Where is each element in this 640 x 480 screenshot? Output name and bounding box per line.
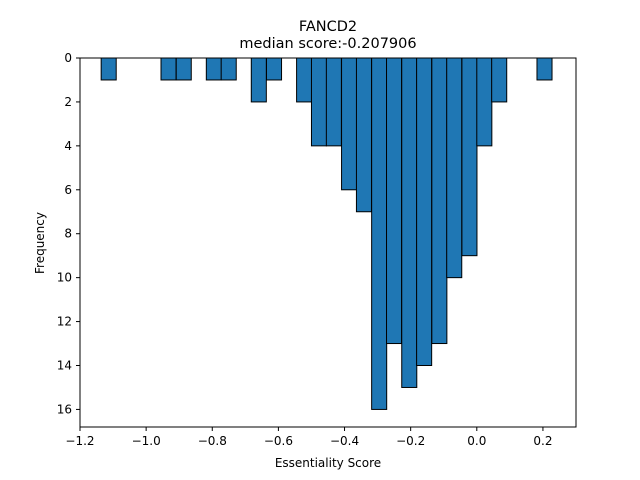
- x-tick-label: −0.2: [396, 434, 425, 448]
- y-tick-label: 12: [57, 315, 72, 329]
- x-tick-label: 0.0: [467, 434, 486, 448]
- y-tick-label: 0: [64, 51, 72, 65]
- histogram-bar: [160, 57, 177, 81]
- x-tick-label: 0.2: [533, 434, 552, 448]
- y-tick-label: 2: [64, 95, 72, 109]
- histogram-bar: [476, 57, 493, 147]
- y-tick-label: 8: [64, 227, 72, 241]
- y-tick-label: 6: [64, 183, 72, 197]
- histogram-bar: [341, 57, 358, 191]
- x-tick-label: −0.4: [330, 434, 359, 448]
- y-tick-label: 14: [57, 359, 72, 373]
- histogram-bar: [431, 57, 448, 345]
- chart-subtitle: median score:-0.207906: [239, 36, 416, 52]
- histogram-bar: [310, 57, 328, 147]
- histogram-bar: [386, 57, 403, 345]
- histogram-bar: [296, 57, 313, 103]
- plot-frame: [79, 57, 577, 428]
- histogram-bar: [250, 57, 267, 103]
- histogram-bar: [175, 57, 192, 81]
- x-tick-label: −1.2: [65, 434, 94, 448]
- histogram-bar: [205, 57, 222, 81]
- x-tick-label: −0.8: [198, 434, 227, 448]
- histogram-bar: [536, 57, 553, 81]
- x-axis-label: Essentiality Score: [275, 456, 381, 470]
- y-axis: 0 2 4 6 8 10 12 14 16: [57, 51, 80, 416]
- histogram-bar: [220, 57, 237, 81]
- histogram-bar: [355, 57, 372, 213]
- x-tick-label: −1.0: [132, 434, 161, 448]
- histogram-bar: [446, 57, 463, 279]
- histogram-bar: [461, 57, 478, 257]
- histogram-bar: [265, 57, 283, 81]
- x-tick-label: −0.6: [264, 434, 293, 448]
- histogram-bar: [371, 57, 388, 410]
- x-axis: −1.2 −1.0 −0.8 −0.6 −0.4 −0.2 0.0 0.2: [65, 427, 552, 448]
- chart-title: FANCD2: [299, 19, 357, 35]
- histogram-bar: [416, 57, 433, 366]
- histogram-bar: [325, 57, 342, 147]
- histogram-bar: [100, 57, 117, 81]
- histogram-bar: [491, 57, 508, 103]
- y-tick-label: 10: [57, 271, 72, 285]
- y-tick-label: 16: [57, 402, 72, 416]
- bars-group: [100, 57, 553, 410]
- histogram-bar: [401, 57, 418, 388]
- y-axis-label: Frequency: [33, 212, 47, 274]
- y-tick-label: 4: [64, 139, 72, 153]
